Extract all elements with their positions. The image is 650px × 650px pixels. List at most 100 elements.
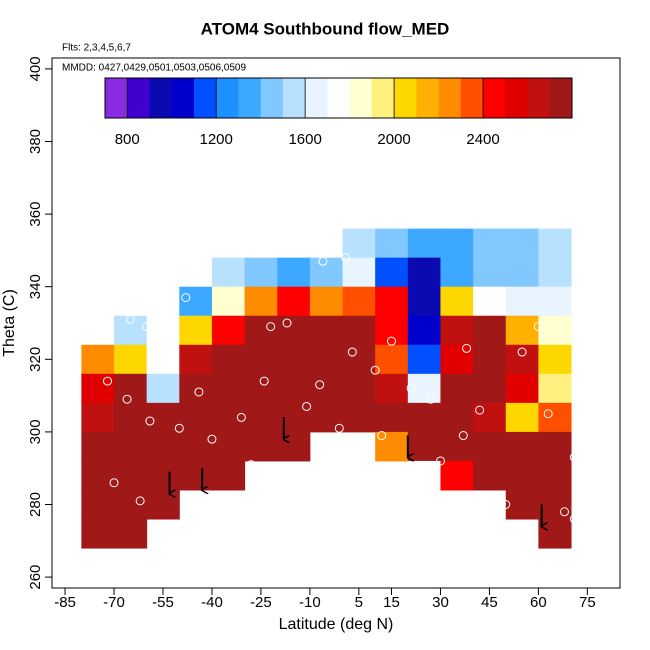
cell xyxy=(505,431,539,462)
flight-point xyxy=(517,347,527,357)
colorbar-tick-label: 2000 xyxy=(377,131,410,148)
flight-point xyxy=(347,347,357,357)
x-tick-label: 60 xyxy=(530,594,547,611)
cell xyxy=(146,315,180,346)
flight-point xyxy=(315,380,325,390)
flight-point xyxy=(543,409,553,419)
cell xyxy=(538,402,572,433)
cell xyxy=(538,431,572,462)
colorbar-swatch xyxy=(349,78,373,118)
annotation: Flts: 2,3,4,5,6,7 xyxy=(62,43,131,54)
cell xyxy=(146,489,180,520)
cell xyxy=(440,286,474,317)
cell xyxy=(277,344,311,375)
cell xyxy=(538,460,572,491)
cell xyxy=(244,402,278,433)
cell xyxy=(146,431,180,462)
colorbar-swatch xyxy=(549,78,573,118)
cell xyxy=(244,431,278,462)
cell xyxy=(375,373,409,404)
cell xyxy=(211,373,246,404)
cell xyxy=(146,460,180,491)
flight-point xyxy=(174,423,184,433)
cell xyxy=(407,315,441,346)
cell xyxy=(342,286,376,317)
cell xyxy=(211,344,246,375)
cell xyxy=(277,402,311,433)
cell xyxy=(375,286,409,317)
cell xyxy=(244,257,278,288)
cell xyxy=(81,431,115,462)
flight-point xyxy=(569,514,579,524)
cell xyxy=(309,402,344,433)
y-tick-label: 360 xyxy=(27,202,44,227)
cell xyxy=(309,315,344,346)
cell xyxy=(309,286,344,317)
cell xyxy=(309,344,344,375)
flight-point xyxy=(458,431,468,441)
cell xyxy=(505,373,539,404)
cell xyxy=(407,460,441,491)
colorbar-swatch xyxy=(527,78,551,118)
colorbar-tick-label: 1600 xyxy=(288,131,321,148)
y-tick-label: 340 xyxy=(27,274,44,299)
cell xyxy=(407,431,441,462)
flight-point xyxy=(386,336,396,346)
cell xyxy=(114,431,148,462)
x-tick-label: -10 xyxy=(299,594,321,611)
flight-point xyxy=(194,387,204,397)
cell xyxy=(473,344,507,375)
cell xyxy=(538,315,572,346)
flight-point xyxy=(122,394,132,404)
x-tick-label: -70 xyxy=(103,594,125,611)
cell xyxy=(440,431,474,462)
cell xyxy=(179,431,213,462)
cell xyxy=(538,344,572,375)
cell xyxy=(179,344,213,375)
flight-point xyxy=(181,293,191,303)
flight-point xyxy=(569,452,579,462)
flight-point xyxy=(370,365,380,375)
colorbar-tick-label: 800 xyxy=(115,131,140,148)
y-tick-label: 260 xyxy=(27,565,44,590)
colorbar-swatch xyxy=(483,78,506,118)
cell xyxy=(505,489,539,520)
cell xyxy=(375,344,409,375)
cell xyxy=(473,460,507,491)
flight-point xyxy=(145,416,155,426)
cell xyxy=(538,257,572,288)
cell xyxy=(146,344,180,375)
colorbar-swatch xyxy=(416,78,440,118)
colorbar-swatch xyxy=(460,78,484,118)
cell xyxy=(538,373,572,404)
cell xyxy=(375,431,409,462)
cell xyxy=(211,315,246,346)
cell xyxy=(538,489,572,520)
flight-point xyxy=(302,401,312,411)
colorbar-swatch xyxy=(282,78,306,118)
flight-point xyxy=(560,507,570,517)
flight-point xyxy=(465,496,475,506)
cell xyxy=(440,402,474,433)
chart-title: ATOM4 Southbound flow_MED xyxy=(201,19,450,38)
cell xyxy=(440,228,474,259)
cell xyxy=(211,431,246,462)
cell xyxy=(179,460,213,491)
flight-point xyxy=(236,412,246,422)
cell xyxy=(146,373,180,404)
y-tick-label: 400 xyxy=(27,56,44,81)
flight-point xyxy=(207,434,217,444)
cell xyxy=(505,402,539,433)
colorbar-tick-label: 1200 xyxy=(200,131,233,148)
cell xyxy=(440,315,474,346)
cell xyxy=(277,315,311,346)
x-tick-label: -85 xyxy=(54,594,76,611)
cell xyxy=(473,228,507,259)
cell xyxy=(473,402,507,433)
cell xyxy=(538,228,572,259)
plot-frame xyxy=(51,57,621,589)
cell xyxy=(375,402,409,433)
cell xyxy=(244,286,278,317)
flight-point xyxy=(341,253,351,263)
